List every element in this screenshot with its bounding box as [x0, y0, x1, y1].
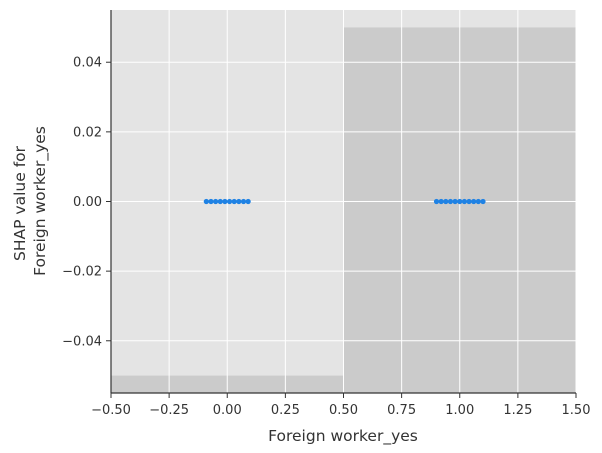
points-layer [203, 198, 486, 205]
y-tick-label: −0.04 [62, 334, 102, 349]
data-point [208, 198, 214, 205]
x-tick-label: 0.25 [271, 403, 300, 418]
x-axis-label: Foreign worker_yes [268, 427, 418, 446]
y-tick-label: −0.02 [62, 265, 102, 280]
data-point [231, 198, 237, 205]
x-tick-label: 1.50 [562, 403, 591, 418]
y-axis-label-line-1: SHAP value for [11, 145, 29, 261]
x-tick-label: 0.75 [387, 403, 416, 418]
x-tick-label: 0.50 [329, 403, 358, 418]
y-ticks: −0.04 −0.02 0.00 0.02 0.04 [62, 56, 111, 349]
data-point [438, 198, 444, 205]
y-tick-label: 0.04 [73, 56, 102, 71]
x-tick-label: −0.50 [91, 403, 131, 418]
data-point [452, 198, 458, 205]
data-point [443, 198, 449, 205]
x-tick-label: 0.00 [213, 403, 242, 418]
data-point [240, 198, 247, 205]
y-axis-label: SHAP value for Foreign worker_yes [11, 126, 50, 276]
data-point [480, 198, 486, 205]
data-point [213, 198, 219, 205]
data-point [471, 198, 477, 205]
data-point [217, 198, 223, 205]
x-tick-label: 1.25 [503, 403, 532, 418]
x-tick-label: −0.25 [149, 403, 189, 418]
data-point [433, 198, 440, 205]
data-point [245, 198, 251, 205]
x-tick-label: 1.00 [445, 403, 474, 418]
y-tick-label: 0.02 [73, 125, 102, 140]
y-tick-label: 0.00 [73, 195, 102, 210]
data-point [461, 198, 467, 205]
x-ticks: −0.50 −0.25 0.00 0.25 0.50 0.75 1.00 1.25 1.50 [91, 393, 590, 418]
data-point [222, 198, 228, 205]
data-point [226, 198, 233, 205]
data-point [203, 198, 209, 205]
data-point [447, 198, 454, 205]
data-point [457, 198, 463, 205]
data-point [466, 198, 472, 205]
data-point [475, 198, 481, 205]
y-axis-label-line-2: Foreign worker_yes [31, 126, 50, 276]
data-point [236, 198, 242, 205]
